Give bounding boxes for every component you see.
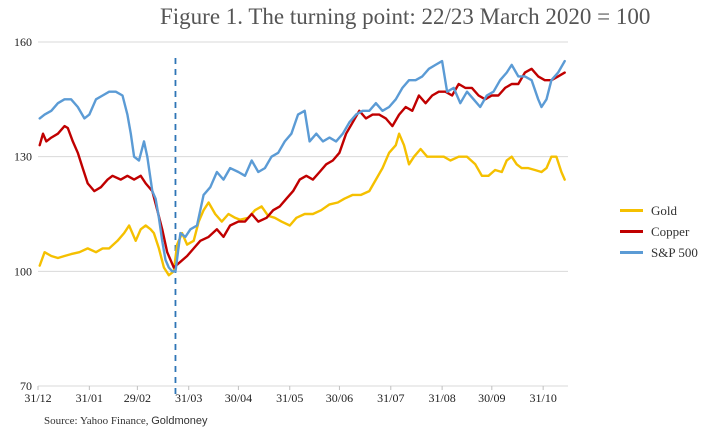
x-tick-label-31-12: 31/12 <box>24 391 51 405</box>
y-tick-label-100: 100 <box>14 264 32 278</box>
y-tick-label-70: 70 <box>20 379 32 393</box>
legend-swatch-copper <box>620 230 643 233</box>
legend-swatch-s-p-500 <box>620 251 643 254</box>
legend: Gold Copper S&P 500 <box>620 200 698 263</box>
legend-label-copper: Copper <box>651 223 690 239</box>
legend-item-copper: Copper <box>620 221 698 242</box>
x-tick-label-31-03: 31/03 <box>175 391 202 405</box>
x-tick-label-30-04: 30/04 <box>225 391 252 405</box>
y-tick-label-160: 160 <box>14 35 32 49</box>
series-lines <box>38 59 566 277</box>
source-suffix: Goldmoney <box>151 415 208 427</box>
x-tick-label-30-06: 30/06 <box>326 391 353 405</box>
source-note: Source: Yahoo Finance, Goldmoney <box>44 415 208 427</box>
gridlines <box>38 41 568 272</box>
x-tick-label-30-09: 30/09 <box>478 391 505 405</box>
y-tick-label-130: 130 <box>14 150 32 164</box>
legend-label-gold: Gold <box>651 202 677 218</box>
legend-item-gold: Gold <box>620 200 698 221</box>
legend-swatch-gold <box>620 209 643 212</box>
x-tick-label-29-02: 29/02 <box>124 391 151 405</box>
y-axis-tick-labels: 70 100 130 160 <box>14 35 32 393</box>
x-axis: 31/12 31/01 29/02 31/03 30/04 31/05 30/06 31/07… <box>24 385 568 405</box>
chart-title: Figure 1. The turning point: 22/23 March… <box>160 4 651 29</box>
legend-item-s-p-500: S&P 500 <box>620 242 698 263</box>
x-tick-label-31-07: 31/07 <box>377 391 404 405</box>
x-tick-label-31-01: 31/01 <box>76 391 103 405</box>
x-tick-label-31-08: 31/08 <box>428 391 455 405</box>
copper-line <box>38 67 566 269</box>
source-prefix: Source: Yahoo Finance, <box>44 415 152 427</box>
x-tick-label-31-05: 31/05 <box>276 391 303 405</box>
legend-label-s-p-500: S&P 500 <box>651 244 698 260</box>
s-p-500-line <box>38 59 566 273</box>
gold-line <box>38 132 566 277</box>
x-tick-label-31-10: 31/10 <box>529 391 556 405</box>
